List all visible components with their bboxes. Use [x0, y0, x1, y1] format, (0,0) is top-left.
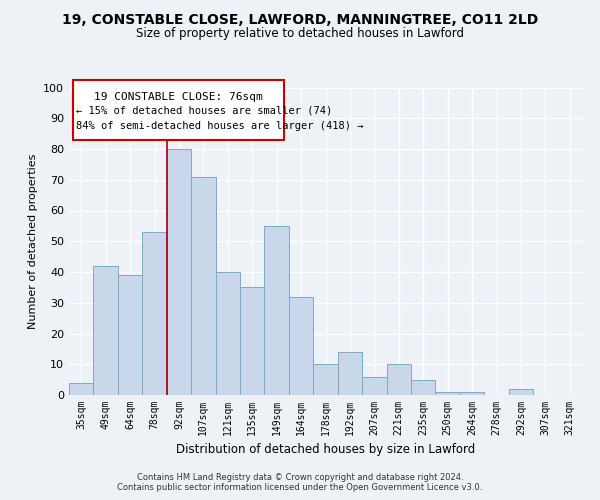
Bar: [460, 392, 484, 395]
Bar: [240, 288, 265, 395]
Bar: [191, 176, 215, 395]
Bar: [69, 382, 94, 395]
FancyBboxPatch shape: [73, 80, 284, 140]
Bar: [386, 364, 411, 395]
Text: ← 15% of detached houses are smaller (74): ← 15% of detached houses are smaller (74…: [76, 106, 332, 116]
Bar: [362, 376, 386, 395]
Y-axis label: Number of detached properties: Number of detached properties: [28, 154, 38, 329]
Bar: [118, 275, 142, 395]
X-axis label: Distribution of detached houses by size in Lawford: Distribution of detached houses by size …: [176, 444, 475, 456]
Bar: [215, 272, 240, 395]
Text: 84% of semi-detached houses are larger (418) →: 84% of semi-detached houses are larger (…: [76, 122, 364, 132]
Bar: [265, 226, 289, 395]
Text: Contains public sector information licensed under the Open Government Licence v3: Contains public sector information licen…: [118, 484, 482, 492]
Bar: [436, 392, 460, 395]
Bar: [142, 232, 167, 395]
Bar: [509, 389, 533, 395]
Text: Contains HM Land Registry data © Crown copyright and database right 2024.: Contains HM Land Registry data © Crown c…: [137, 472, 463, 482]
Text: Size of property relative to detached houses in Lawford: Size of property relative to detached ho…: [136, 28, 464, 40]
Bar: [338, 352, 362, 395]
Bar: [411, 380, 436, 395]
Bar: [94, 266, 118, 395]
Bar: [313, 364, 338, 395]
Bar: [289, 296, 313, 395]
Text: 19, CONSTABLE CLOSE, LAWFORD, MANNINGTREE, CO11 2LD: 19, CONSTABLE CLOSE, LAWFORD, MANNINGTRE…: [62, 12, 538, 26]
Text: 19 CONSTABLE CLOSE: 76sqm: 19 CONSTABLE CLOSE: 76sqm: [94, 92, 263, 102]
Bar: [167, 149, 191, 395]
